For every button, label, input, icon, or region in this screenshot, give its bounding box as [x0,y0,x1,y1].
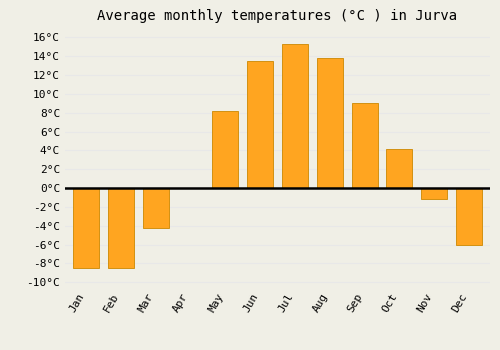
Bar [316,58,343,188]
Bar [142,188,169,228]
Bar [247,61,273,188]
Bar [282,44,308,188]
Bar [352,103,378,188]
Bar [456,188,482,245]
Bar [73,188,99,268]
Title: Average monthly temperatures (°C ) in Jurva: Average monthly temperatures (°C ) in Ju… [98,9,458,23]
Bar [386,148,412,188]
Bar [108,188,134,268]
Bar [421,188,448,200]
Bar [212,111,238,188]
